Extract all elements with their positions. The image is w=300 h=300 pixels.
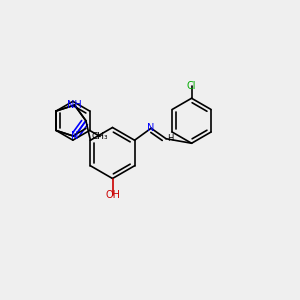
- Text: OH: OH: [105, 190, 120, 200]
- Text: N: N: [147, 123, 155, 133]
- Text: N: N: [71, 131, 78, 141]
- Text: CH₃: CH₃: [92, 132, 108, 141]
- Text: Cl: Cl: [187, 81, 196, 91]
- Text: NH: NH: [67, 100, 82, 110]
- Text: H: H: [167, 134, 174, 143]
